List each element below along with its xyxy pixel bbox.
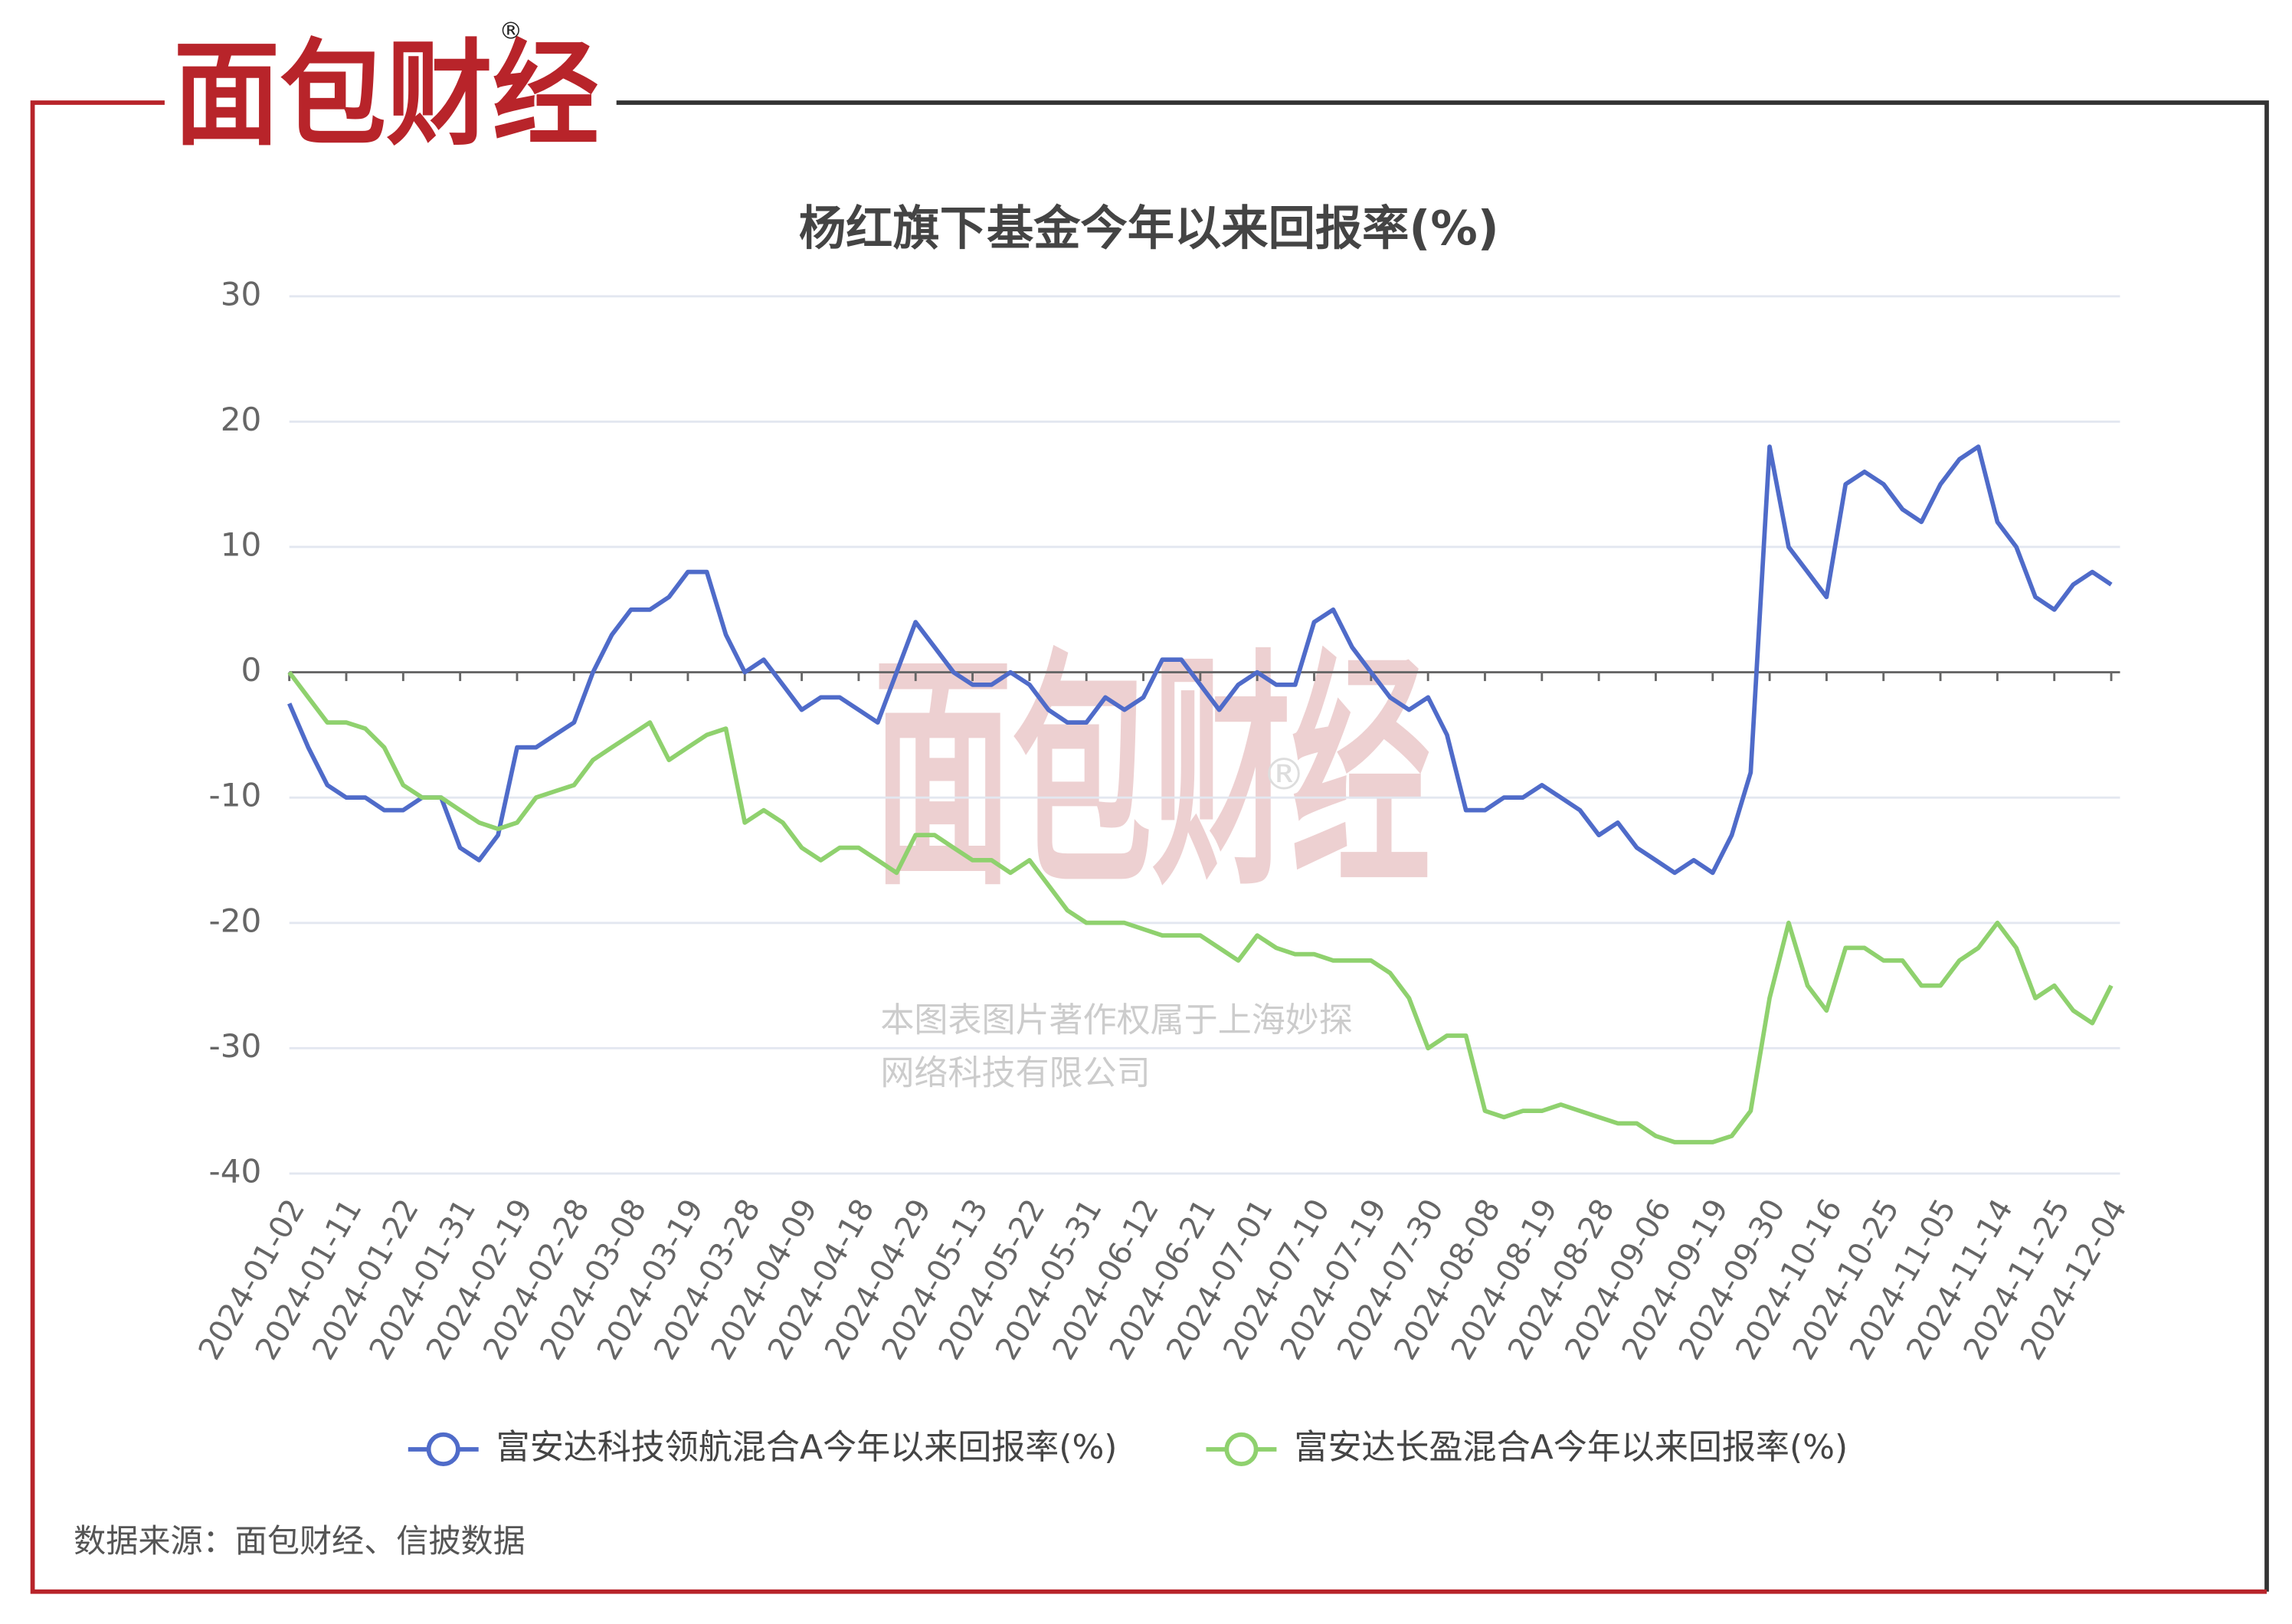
logo: 面包财经 [173, 28, 598, 162]
legend-marker [1224, 1432, 1259, 1466]
watermark-text: 本图表图片著作权属于上海妙探 [880, 1001, 1352, 1040]
frame-top-right [616, 100, 2269, 1592]
y-tick-label: 0 [241, 651, 261, 689]
watermark-text: 网络科技有限公司 [880, 1054, 1150, 1093]
y-tick-label: 20 [221, 401, 262, 438]
line-series [287, 670, 2114, 1144]
line-series [287, 444, 2113, 876]
frame-left-bottom [30, 100, 2267, 1594]
y-tick-label: -20 [209, 902, 262, 939]
y-tick-label: 10 [221, 526, 262, 563]
logo-mark: ® [499, 18, 523, 45]
watermark-mark: ® [1262, 749, 1305, 801]
legend-label: 富安达科技领航混合A今年以来回报率(%) [496, 1428, 1118, 1467]
y-tick-label: -40 [209, 1152, 262, 1190]
y-tick-label: -30 [209, 1027, 262, 1065]
y-tick-label: 30 [221, 275, 262, 313]
chart-title: 杨红旗下基金今年以来回报率(%) [799, 201, 1499, 256]
source: 数据来源：面包财经、信披数据 [74, 1522, 526, 1560]
legend-label: 富安达长盈混合A今年以来回报率(%) [1294, 1428, 1848, 1467]
legend-marker [426, 1432, 460, 1466]
y-tick-label: -10 [209, 777, 262, 814]
